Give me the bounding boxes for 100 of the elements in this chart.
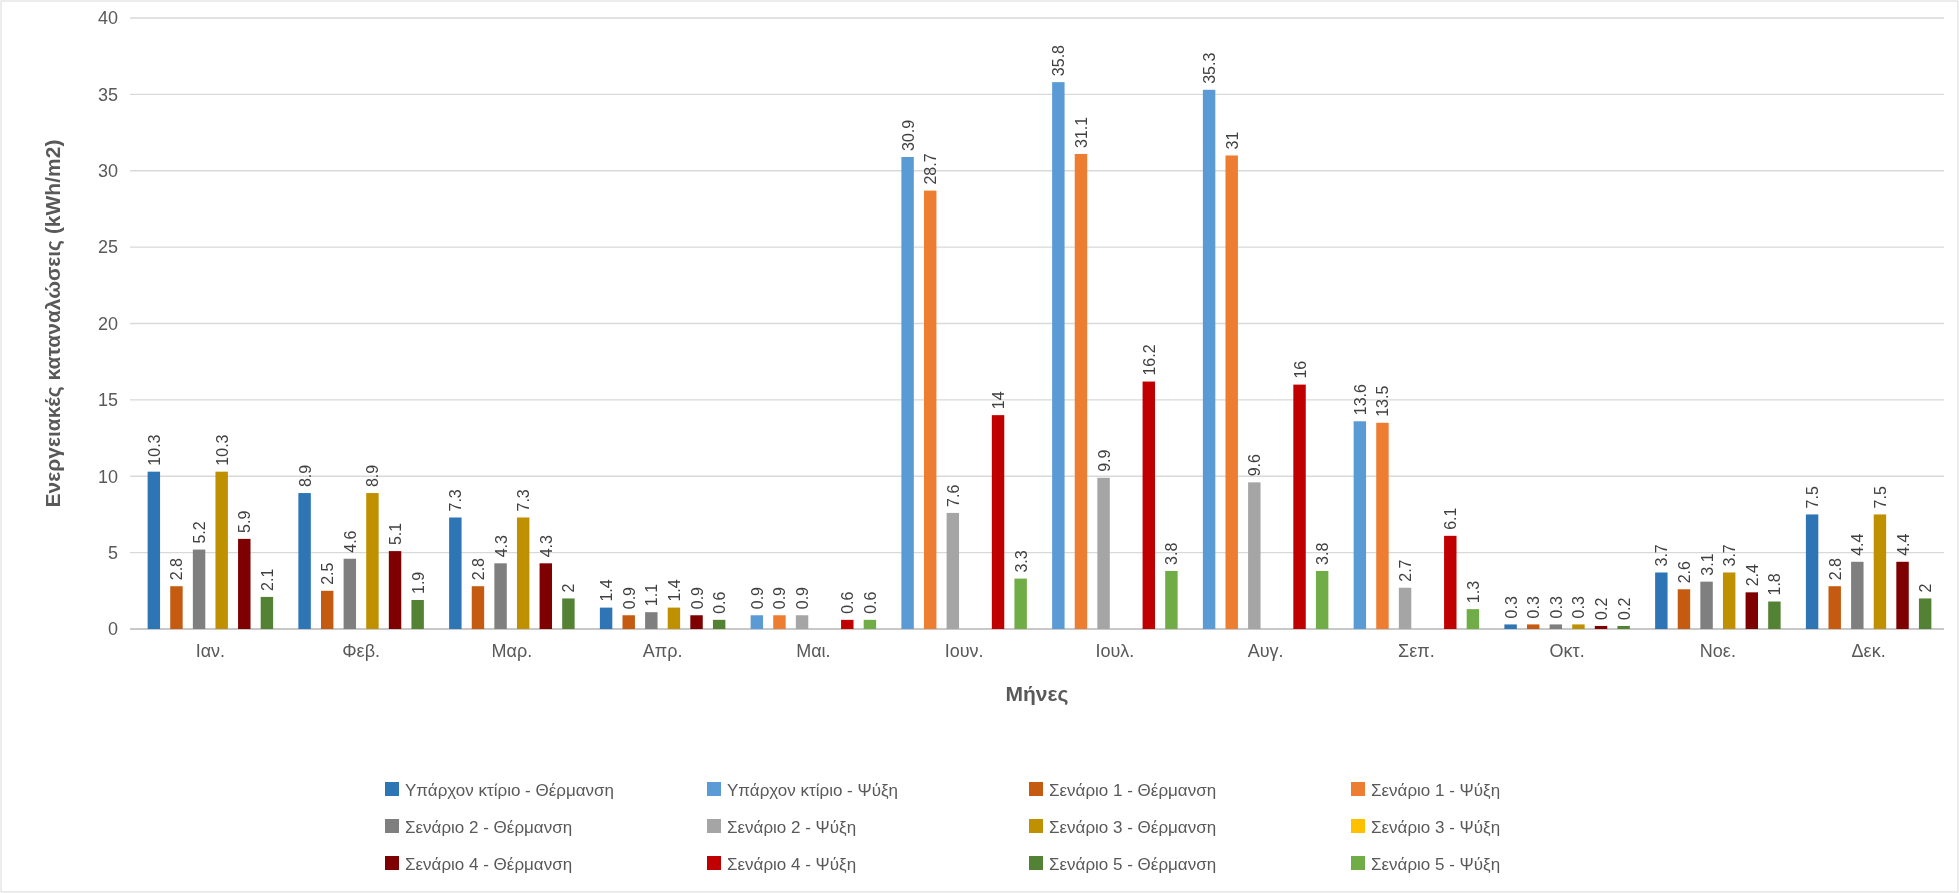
data-label: 2.8 [168,557,186,581]
data-label: 14 [990,391,1008,410]
legend-label: Σενάριο 2 - Ψύξη [727,817,857,837]
data-label: 4.4 [1849,533,1867,556]
data-label: 0.3 [1547,596,1565,619]
bar [1617,625,1630,629]
bar [795,615,809,629]
y-tick-label: 15 [97,390,118,411]
bar [1504,624,1517,629]
data-label: 3.7 [1721,544,1739,567]
bar [923,190,937,629]
data-label: 3.3 [1012,550,1030,573]
bar [773,615,786,629]
bar [1851,561,1864,629]
bar [1768,601,1781,629]
data-label: 0.6 [711,591,729,614]
bar [1052,82,1065,629]
data-label: 4.4 [1894,533,1912,556]
data-label: 0.3 [1502,596,1520,619]
x-tick-label: Ιαν. [195,641,226,661]
bar [1376,422,1389,629]
bar [946,512,960,629]
bar [841,619,854,629]
bar [1225,155,1238,629]
bar [170,586,183,629]
bar [539,563,553,629]
data-label: 0.9 [794,586,812,610]
data-label: 0.9 [688,586,706,610]
legend-label: Σενάριο 3 - Θέρμανση [1049,817,1217,837]
bar [599,607,613,629]
legend-label: Υπάρχον κτίριο - Ψύξη [727,780,899,800]
bar [690,615,703,629]
bar [1828,586,1841,629]
bar [238,538,251,629]
data-label: 0.3 [1525,596,1543,619]
bar [388,551,402,629]
data-label: 2.8 [1826,557,1844,581]
data-label: 35.8 [1050,44,1068,77]
data-label: 1.4 [665,579,683,602]
data-label: 1.9 [409,571,427,594]
bar [1353,421,1367,629]
x-tick-label: Νοε. [1699,641,1736,661]
x-tick-label: Ιουλ. [1095,641,1135,661]
legend-label: Σενάριο 5 - Ψύξη [1371,854,1501,874]
bar [1248,482,1261,629]
data-label: 0.3 [1570,596,1588,619]
data-label: 4.3 [492,534,510,558]
bar [1293,384,1306,629]
bar [750,615,764,629]
bar [260,596,274,629]
bar [1202,89,1216,629]
data-label: 0.2 [1593,597,1611,620]
y-tick-label: 35 [97,84,118,105]
y-tick-label: 30 [97,161,118,182]
bar [1549,624,1563,629]
bar [1700,581,1713,629]
bar [1074,153,1088,629]
bar [1014,578,1027,629]
x-tick-label: Φεβ. [342,641,380,661]
x-tick-label: Ιουν. [944,641,984,661]
x-tick-label: Οκτ. [1549,641,1585,661]
legend-label: Σενάριο 1 - Ψύξη [1371,780,1501,800]
data-label: 10.3 [213,434,231,466]
x-tick-label: Δεκ. [1851,641,1886,661]
bar [622,615,635,629]
bar [645,612,658,629]
data-label: 35.3 [1201,52,1219,84]
data-label: 10.3 [145,434,163,466]
y-tick-label: 20 [97,313,118,334]
bar [1918,598,1932,629]
data-label: 3.1 [1698,553,1716,576]
data-label: 0.2 [1615,597,1633,620]
y-tick-label: 40 [97,8,118,29]
data-label: 8.9 [364,464,382,488]
bar [991,415,1005,629]
data-label: 30.9 [899,119,917,151]
data-label: 1.8 [1766,573,1784,596]
data-label: 0.9 [771,586,789,610]
legend-label: Σενάριο 4 - Ψύξη [727,854,857,874]
bar [1655,572,1668,629]
bar [192,549,206,629]
data-label: 2.4 [1743,564,1761,587]
bar [712,619,726,629]
data-label: 3.8 [1163,542,1181,565]
data-label: 31.1 [1072,116,1090,148]
bar [1526,624,1540,629]
data-label: 6.1 [1442,507,1460,530]
data-label: 13.6 [1351,384,1369,416]
data-label: 16.2 [1140,344,1158,376]
bar [1873,514,1887,629]
bar [411,599,424,629]
data-label: 1.1 [643,583,661,607]
data-label: 9.6 [1246,454,1264,477]
data-label: 16 [1291,360,1309,379]
x-tick-label: Μαι. [796,641,831,661]
data-label: 31 [1223,131,1241,150]
bar [1097,477,1110,629]
bar [1444,535,1457,629]
data-label: 0.6 [839,591,857,614]
data-label: 2.8 [469,557,487,581]
